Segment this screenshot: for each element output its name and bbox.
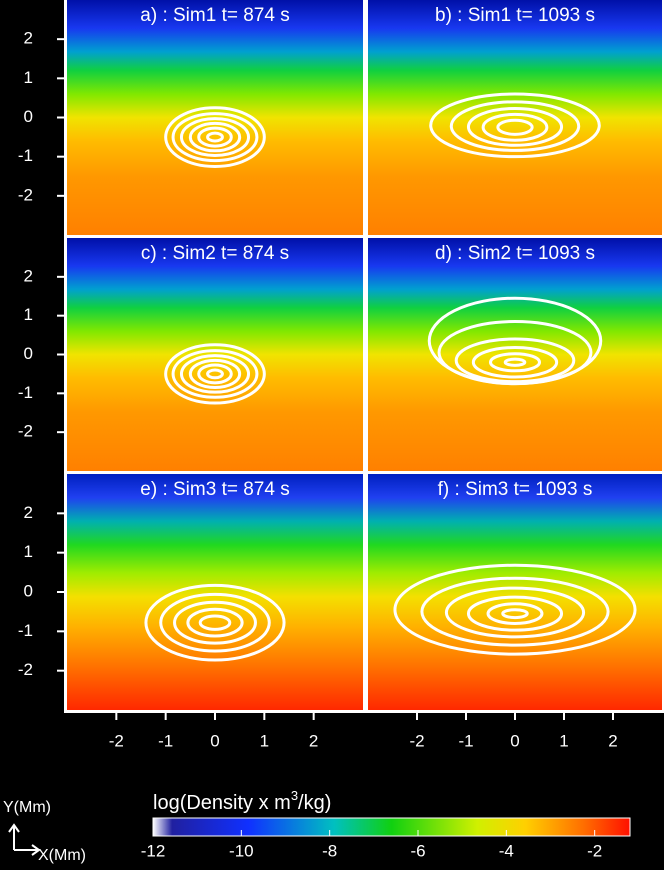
y-tick-label: 2 bbox=[24, 29, 33, 48]
contour bbox=[171, 349, 259, 399]
contour bbox=[444, 586, 586, 639]
y-tick-label: 1 bbox=[24, 542, 33, 561]
panel-title: f) : Sim3 t= 1093 s bbox=[438, 479, 593, 500]
panel-title: e) : Sim3 t= 874 s bbox=[140, 479, 289, 500]
contour bbox=[159, 592, 271, 653]
contour bbox=[449, 100, 581, 152]
contour bbox=[173, 600, 257, 645]
contour bbox=[471, 346, 559, 379]
colorbar-label-part: log(Density x m bbox=[153, 792, 291, 814]
contour bbox=[486, 602, 544, 625]
y-tick-label: 0 bbox=[24, 107, 33, 126]
y-tick-label: 2 bbox=[24, 503, 33, 522]
x-tick-label: 2 bbox=[309, 731, 318, 750]
y-tick-label: -1 bbox=[18, 146, 33, 165]
contour bbox=[164, 343, 266, 405]
y-tick-label: -1 bbox=[18, 621, 33, 640]
colorbar-tick-label: -10 bbox=[229, 841, 254, 860]
x-tick-label: -1 bbox=[158, 731, 173, 750]
colorbar-tick-label: -12 bbox=[141, 841, 166, 860]
y-tick-label: -2 bbox=[18, 660, 33, 679]
y-tick-label: 2 bbox=[24, 266, 33, 285]
x-tick-label: -2 bbox=[109, 731, 124, 750]
contour bbox=[179, 117, 251, 157]
contour bbox=[429, 92, 601, 159]
y-tick-label: 1 bbox=[24, 68, 33, 87]
colorbar-tick-label: -8 bbox=[322, 841, 337, 860]
colorbar-label-part: 3 bbox=[291, 788, 298, 803]
contour bbox=[489, 352, 541, 373]
x-tick-label: 0 bbox=[210, 731, 219, 750]
contour bbox=[501, 608, 529, 620]
y-tick-label: -2 bbox=[18, 422, 33, 441]
colorbar-tick-label: -4 bbox=[499, 841, 514, 860]
y-tick-label: 1 bbox=[24, 305, 33, 324]
orientation-x: X(Mm) bbox=[38, 847, 86, 864]
contour bbox=[179, 354, 251, 394]
x-tick-label: 2 bbox=[608, 731, 617, 750]
contour bbox=[144, 583, 286, 662]
contour bbox=[198, 614, 232, 631]
contour bbox=[197, 363, 233, 385]
contour bbox=[206, 131, 224, 143]
colorbar-tick-label: -6 bbox=[410, 841, 425, 860]
density-map bbox=[368, 474, 662, 710]
density-map bbox=[67, 474, 363, 710]
contour bbox=[466, 106, 564, 147]
panel-title: c) : Sim2 t= 874 s bbox=[141, 243, 289, 264]
contour bbox=[186, 607, 244, 638]
x-tick-label: -1 bbox=[458, 731, 473, 750]
x-tick-label: 1 bbox=[559, 731, 568, 750]
contour bbox=[437, 319, 593, 386]
y-tick-label: -2 bbox=[18, 185, 33, 204]
colorbar-label-part: /kg) bbox=[298, 792, 331, 814]
x-tick-label: -2 bbox=[409, 731, 424, 750]
contour bbox=[454, 337, 576, 384]
panel-title: b) : Sim1 t= 1093 s bbox=[435, 5, 595, 26]
y-tick-label: -1 bbox=[18, 383, 33, 402]
contour bbox=[420, 576, 610, 647]
contour bbox=[197, 126, 233, 148]
contour bbox=[171, 112, 259, 163]
colorbar-tick-label: -2 bbox=[587, 841, 602, 860]
contour bbox=[206, 368, 224, 380]
y-tick-label: 0 bbox=[24, 581, 33, 600]
density-map bbox=[368, 0, 662, 235]
contour bbox=[164, 106, 266, 168]
panel-title: a) : Sim1 t= 874 s bbox=[140, 5, 289, 26]
contour bbox=[393, 563, 637, 656]
contour bbox=[466, 595, 564, 632]
colorbar bbox=[152, 817, 631, 837]
panel-title: d) : Sim2 t= 1093 s bbox=[435, 243, 595, 264]
orientation-arrows bbox=[8, 823, 41, 856]
y-tick-label: 0 bbox=[24, 344, 33, 363]
x-tick-label: 0 bbox=[510, 731, 519, 750]
x-tick-label: 1 bbox=[260, 731, 269, 750]
contour bbox=[496, 118, 534, 136]
contour bbox=[188, 358, 242, 390]
colorbar-label: log(Density x m3/kg) bbox=[153, 788, 331, 814]
contour bbox=[503, 357, 527, 367]
contour bbox=[188, 121, 242, 153]
contour bbox=[481, 112, 549, 142]
orientation-y: Y(Mm) bbox=[3, 799, 51, 816]
